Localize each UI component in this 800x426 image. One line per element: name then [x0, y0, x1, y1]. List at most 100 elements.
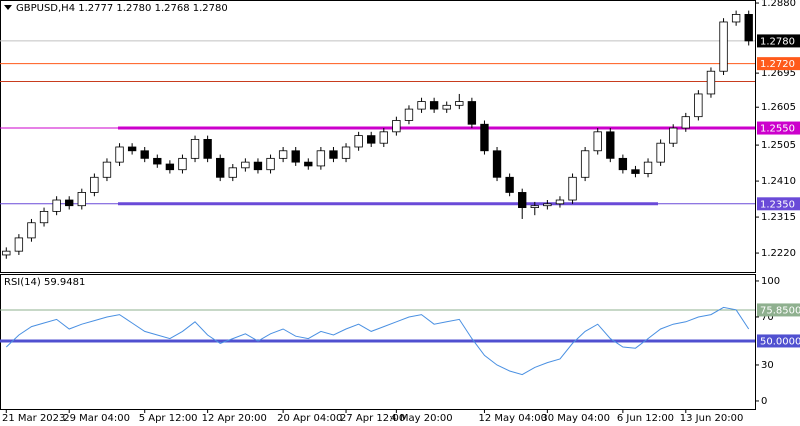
candle-body [253, 161, 263, 171]
candle-body [127, 146, 137, 152]
candle-body [669, 127, 678, 144]
candle-body [543, 203, 552, 207]
candle-body [216, 157, 225, 178]
candle-body [618, 157, 628, 171]
candle-body [417, 101, 426, 110]
candle-body [744, 13, 753, 42]
x-tick-label: 12 May 04:00 [478, 413, 547, 424]
y-tick-label: 1.2605 [761, 102, 796, 113]
candle-body [643, 161, 653, 174]
candle-body [681, 116, 690, 129]
level-tag [757, 197, 800, 211]
y-tick-label: 100 [761, 276, 780, 287]
candle-body [492, 150, 502, 178]
candle-body [39, 210, 49, 224]
x-tick-label: 12 Apr 20:00 [202, 413, 267, 424]
level-tag-label: 1.2550 [760, 124, 795, 135]
y-tick-label: 30 [761, 360, 774, 371]
y-tick-label: 0 [761, 396, 767, 407]
candle-body [455, 101, 464, 106]
candle-body [304, 161, 313, 167]
level-tag-label: 1.2720 [760, 59, 795, 70]
candle-body [367, 135, 376, 144]
x-tick-label: 20 Apr 04:00 [277, 413, 342, 424]
rsi-line [5, 306, 750, 376]
candle-body [52, 199, 61, 212]
level-tag [757, 121, 800, 135]
x-tick-label: 29 Mar 04:00 [63, 413, 130, 424]
candle-body [14, 237, 24, 252]
candle-body [203, 139, 212, 159]
x-tick-label: 21 Mar 2023 [2, 413, 65, 424]
candle-body [694, 93, 703, 118]
level-tag-label: 50.0000 [760, 336, 800, 347]
candle-body [568, 176, 577, 201]
x-tick-label: 6 Jun 12:00 [617, 413, 674, 424]
candle-body [278, 150, 288, 159]
y-tick-label: 1.2695 [761, 68, 796, 79]
level-tag [757, 34, 800, 48]
candle-body [580, 150, 590, 178]
candle-body [165, 163, 175, 171]
candle-body [241, 161, 250, 169]
candle-body [555, 199, 565, 205]
y-tick-label: 1.2315 [761, 212, 796, 223]
candle-body [266, 157, 275, 171]
candle-body [656, 142, 665, 163]
candle-body [480, 123, 489, 152]
candle-body [593, 131, 602, 152]
candle-body [291, 150, 300, 163]
candle-body [731, 13, 741, 23]
y-tick-label: 70 [761, 312, 774, 323]
candle-body [379, 131, 388, 144]
candle-body [341, 146, 351, 159]
candle-body [65, 199, 74, 207]
candle-body [140, 150, 149, 159]
level-tag [757, 57, 800, 71]
y-tick-label: 1.2880 [761, 0, 796, 9]
rsi-title: RSI(14) 59.9481 [4, 277, 85, 288]
candle-body [90, 176, 99, 193]
candle-body [467, 101, 477, 125]
x-tick-label: 30 May 04:00 [541, 413, 610, 424]
candle-body [316, 150, 326, 167]
candle-body [404, 108, 414, 121]
candle-body [115, 146, 124, 163]
candle-body [77, 192, 86, 207]
chart-title: GBPUSD,H4 1.2777 1.2780 1.2768 1.2780 [16, 3, 228, 14]
y-tick-label: 1.2220 [761, 248, 796, 259]
candle-body [2, 250, 11, 256]
candle-body [153, 157, 162, 165]
candle-body [429, 101, 439, 110]
candle-body [706, 70, 716, 95]
candle-body [228, 167, 237, 178]
candle-body [606, 131, 615, 159]
candle-body [631, 169, 640, 174]
candle-body [530, 205, 539, 208]
candle-body [329, 150, 338, 159]
candle-body [190, 139, 200, 159]
x-tick-label: 27 Apr 12:00 [340, 413, 405, 424]
level-tag-label: 1.2780 [760, 36, 795, 47]
x-tick-label: 13 Jun 20:00 [680, 413, 744, 424]
level-tag [757, 303, 800, 317]
level-tag-label: 75.8500 [760, 305, 800, 316]
level-tag-label: 1.2350 [760, 199, 795, 210]
candle-body [518, 192, 527, 208]
candle-body [442, 104, 451, 110]
x-tick-label: 4 May 20:00 [390, 413, 452, 424]
candle-body [354, 135, 363, 148]
price-panel [0, 0, 756, 273]
candle-body [27, 222, 36, 239]
y-tick-label: 1.2410 [761, 176, 796, 187]
candle-body [719, 21, 728, 72]
candle-body [505, 176, 514, 193]
candle-body [392, 120, 401, 133]
y-tick-label: 1.2505 [761, 140, 796, 151]
menu-arrow[interactable] [4, 5, 12, 10]
candle-body [178, 157, 187, 171]
level-tag [757, 334, 800, 348]
candle-body [102, 161, 112, 178]
x-tick-label: 5 Apr 12:00 [139, 413, 198, 424]
